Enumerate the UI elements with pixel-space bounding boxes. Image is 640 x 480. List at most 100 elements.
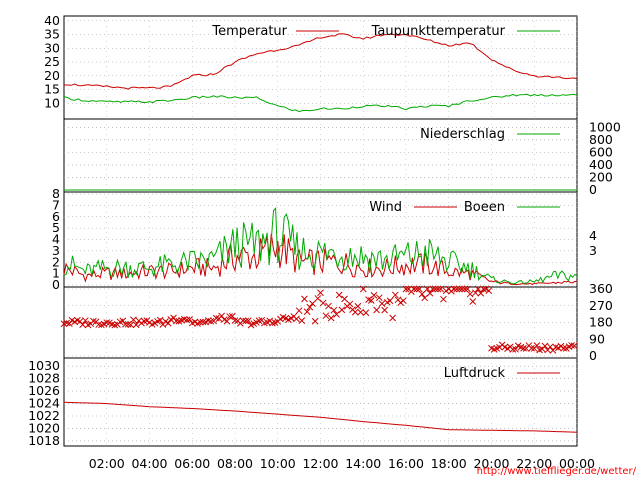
wind-direction-point <box>338 306 346 314</box>
wind-direction-point <box>333 311 340 318</box>
x-tick-label: 08:00 <box>217 456 253 471</box>
legend-label: Luftdruck <box>444 366 506 381</box>
wind-direction-point <box>477 289 485 297</box>
x-tick-label: 22:00 <box>516 456 552 471</box>
wind-direction-point <box>346 300 354 308</box>
x-tick-label: 16:00 <box>388 456 424 471</box>
y-tick-label: 0 <box>52 277 60 292</box>
wind-direction-point <box>95 321 103 328</box>
y-tick-label: 0 <box>589 348 597 363</box>
wind-direction-point <box>362 309 370 317</box>
wind-direction-point <box>218 312 225 320</box>
y-tick-label: 1024 <box>28 396 60 411</box>
series-line-wind <box>63 233 578 285</box>
wind-direction-point <box>301 295 308 303</box>
credit-link[interactable]: http://www.tiefflieger.de/wetter/ <box>477 466 637 477</box>
y-tick-label: 8 <box>52 186 60 201</box>
wind-direction-point <box>255 317 263 325</box>
y-tick-label: 1020 <box>28 420 60 435</box>
wind-direction-point <box>82 317 89 324</box>
wind-direction-point <box>245 317 252 325</box>
wind-direction-point <box>90 317 97 325</box>
legend-label: Niederschlag <box>420 127 505 142</box>
y-tick-label: 180 <box>589 315 613 330</box>
wind-direction-point <box>335 291 343 299</box>
x-tick-label: 02:00 <box>89 456 125 471</box>
y-tick-label: 1018 <box>28 433 60 448</box>
y-tick-label: 1028 <box>28 371 60 386</box>
wind-direction-point <box>156 316 164 324</box>
y-tick-label: 7 <box>52 197 60 212</box>
series-line-temperatur <box>64 33 578 90</box>
y-tick-label: 1000 <box>589 119 621 134</box>
x-tick-label: 12:00 <box>302 456 338 471</box>
wind-direction-point <box>426 289 434 297</box>
wind-direction-point <box>212 314 220 322</box>
wind-direction-point <box>242 317 250 325</box>
y-tick-label: 40 <box>44 13 60 28</box>
wind-direction-point <box>122 320 129 328</box>
wind-direction-point <box>378 300 386 307</box>
y-tick-label: 1030 <box>28 358 60 373</box>
wind-direction-point <box>472 289 479 297</box>
wind-direction-point <box>391 291 399 299</box>
wind-direction-point <box>127 321 135 329</box>
wind-direction-point <box>223 317 231 325</box>
wind-direction-point <box>207 317 215 325</box>
y-tick-label: 1026 <box>28 383 60 398</box>
y-tick-label: 270 <box>589 298 613 313</box>
wind-direction-point <box>199 318 207 326</box>
y-tick-label-right: 4 <box>589 228 597 243</box>
wind-direction-point <box>303 308 311 316</box>
y-tick-label: 1022 <box>28 408 60 423</box>
wind-direction-point <box>546 343 554 351</box>
wind-direction-point <box>474 285 482 293</box>
x-tick-label: 20:00 <box>473 456 509 471</box>
wind-direction-point <box>434 285 442 293</box>
wind-direction-point <box>295 307 303 315</box>
y-tick-label: 4 <box>52 232 60 247</box>
wind-direction-point <box>357 308 364 316</box>
wind-direction-point <box>509 346 517 353</box>
wind-direction-point <box>298 317 306 324</box>
y-tick-label: 6 <box>52 209 60 224</box>
y-tick-label: 25 <box>44 54 60 69</box>
wind-direction-point <box>466 290 474 298</box>
wind-direction-point <box>164 319 172 327</box>
wind-direction-point <box>541 342 549 350</box>
legend-label: Taupunkttemperatur <box>371 24 506 39</box>
wind-direction-point <box>79 321 87 328</box>
wind-direction-point <box>469 298 477 305</box>
wind-direction-point <box>359 285 367 293</box>
wind-direction-point <box>386 297 394 305</box>
series-line-luftdruck <box>63 401 578 433</box>
x-tick-label: 14:00 <box>345 456 381 471</box>
wind-direction-point <box>319 299 327 307</box>
wind-direction-point <box>196 319 204 326</box>
wind-direction-point <box>111 321 119 329</box>
y-tick-label: 20 <box>44 68 60 83</box>
wind-direction-point <box>341 295 348 303</box>
y-tick-label: 10 <box>44 95 60 110</box>
y-tick-label: 360 <box>589 281 613 296</box>
wind-direction-point <box>306 303 314 311</box>
wind-direction-point <box>461 285 469 293</box>
x-tick-label: 06:00 <box>174 456 210 471</box>
x-tick-label: 00:00 <box>559 456 595 471</box>
wind-direction-point <box>172 317 180 325</box>
wind-direction-point <box>456 285 463 293</box>
wind-direction-point <box>485 287 493 295</box>
y-tick-label: 90 <box>589 331 605 346</box>
wind-direction-point <box>130 316 137 324</box>
wind-direction-point <box>512 345 519 353</box>
wind-direction-point <box>413 285 421 293</box>
y-tick-label: 2 <box>52 254 60 269</box>
series-line-boeen <box>63 207 578 285</box>
wind-direction-point <box>429 285 437 293</box>
y-tick-label: 1 <box>52 266 60 281</box>
wind-direction-point <box>416 285 423 293</box>
wind-direction-point <box>464 285 471 293</box>
wind-direction-point <box>375 294 383 302</box>
wind-direction-point <box>226 313 234 320</box>
